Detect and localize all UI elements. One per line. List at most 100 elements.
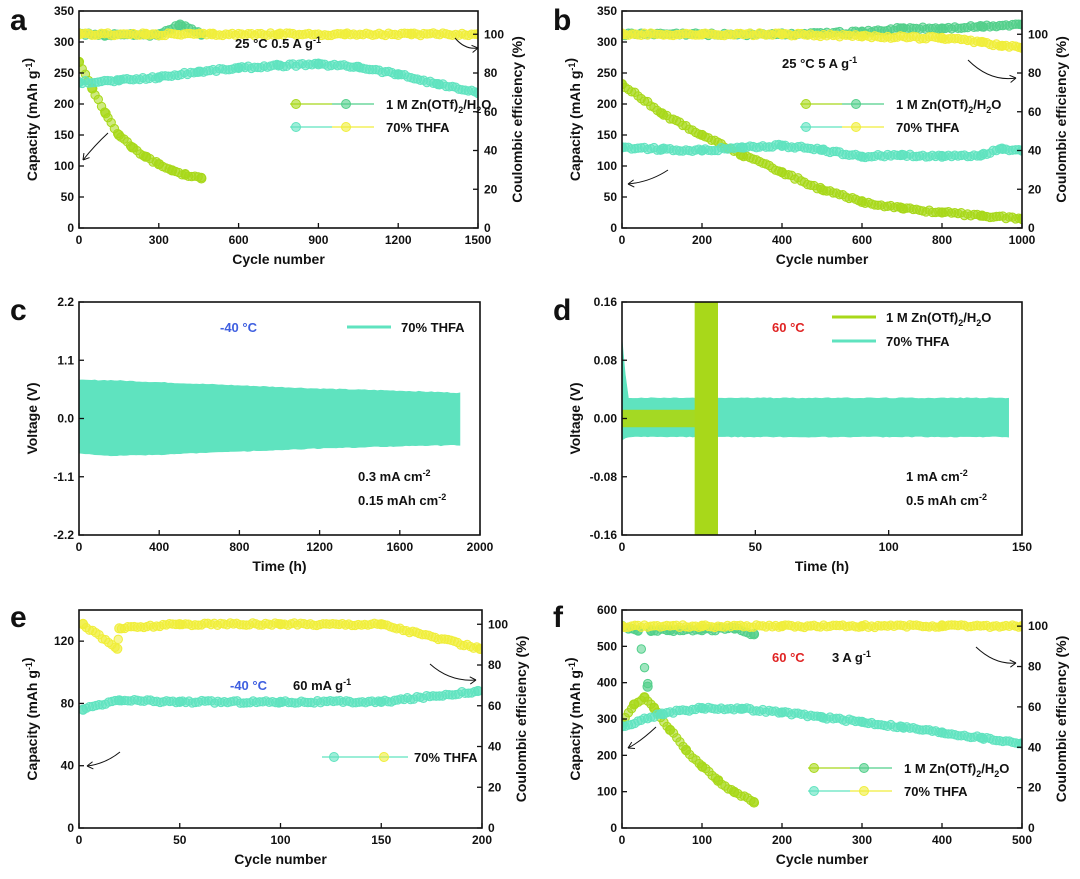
x-tick-label: 200 (772, 833, 792, 847)
data-point (113, 129, 125, 141)
data-point (976, 210, 988, 221)
y-tick-label: 0.0 (57, 412, 74, 426)
current-annotation: 1 mA cm-2 (906, 468, 968, 484)
arrow-left-axis-head (86, 761, 94, 770)
x-axis-label: Time (h) (252, 558, 306, 574)
x-tick-label: 500 (1012, 833, 1032, 847)
data-point (816, 712, 828, 723)
legend-thfa-text: 70% THFA (886, 334, 950, 349)
y-tick-label: 300 (54, 35, 74, 49)
y2-tick-label: 40 (484, 144, 498, 158)
data-point (996, 143, 1008, 154)
data-point (936, 23, 948, 34)
data-point (206, 29, 218, 40)
data-point (628, 699, 640, 710)
data-point (313, 59, 324, 70)
data-layer (622, 620, 1022, 808)
data-point (339, 29, 351, 40)
panel-label: d (553, 294, 571, 327)
data-point (642, 681, 653, 692)
y-tick-label: 0.16 (594, 295, 618, 309)
y2-tick-label: 40 (1028, 144, 1042, 158)
x-tick-label: 0 (619, 233, 626, 247)
x-tick-label: 400 (149, 540, 169, 554)
data-point (736, 703, 748, 714)
x-tick-label: 0 (76, 233, 83, 247)
arrow-right-axis-head (469, 676, 477, 685)
data-point (896, 203, 908, 214)
panel-label: c (10, 294, 27, 327)
arrow-right-axis-head (1009, 74, 1017, 83)
y2-axis-label: Coulombic efficiency (%) (1053, 636, 1069, 802)
temperature-annotation: 60 °C (772, 320, 805, 335)
y-tick-label: 200 (597, 97, 617, 111)
arrow-right-axis (454, 37, 479, 49)
y-tick-label: 200 (597, 748, 617, 762)
panel-label: f (553, 601, 564, 634)
x-tick-label: 800 (932, 233, 952, 247)
x-tick-label: 300 (149, 233, 169, 247)
y-tick-label: 300 (597, 712, 617, 726)
legend-thfa-marker2 (851, 122, 861, 132)
data-layer (622, 302, 1009, 535)
data-point (376, 696, 387, 707)
data-point (233, 62, 244, 74)
legend-thfa-marker (291, 122, 301, 132)
x-tick-label: 200 (692, 233, 712, 247)
x-tick-label: 50 (749, 540, 763, 554)
y2-tick-label: 20 (488, 780, 502, 794)
x-axis-label: Cycle number (776, 251, 869, 267)
x-tick-label: 0 (76, 833, 83, 847)
data-point (180, 169, 191, 180)
panel-label: b (553, 4, 571, 37)
x-tick-label: 2000 (467, 540, 494, 554)
y2-tick-label: 60 (1028, 105, 1042, 119)
panel-b: b0 200 400 600 800 10000501001502002503003500… (553, 4, 1069, 267)
data-point (656, 708, 668, 719)
y2-tick-label: 100 (1028, 619, 1048, 633)
data-point (776, 140, 788, 151)
data-point (393, 69, 404, 80)
data-point (936, 151, 948, 162)
legend-zn-text: 1 M Zn(OTf)2/H2O (896, 97, 1001, 115)
y2-tick-label: 80 (1028, 660, 1042, 674)
arrow-left-axis (627, 169, 669, 185)
data-point (406, 29, 417, 40)
data-point (996, 40, 1008, 51)
y2-tick-label: 100 (1028, 27, 1048, 41)
y-tick-label: 120 (54, 634, 74, 648)
arrow-left-axis (82, 132, 109, 161)
data-point (1016, 738, 1022, 749)
data-point (856, 716, 868, 728)
panel-f: f0 100 200 300 400 50001002003004005006000204… (553, 601, 1069, 867)
y-tick-label: 0 (610, 821, 617, 835)
y-tick-label: 150 (54, 128, 74, 142)
y-tick-label: 600 (597, 603, 617, 617)
data-point (353, 61, 364, 72)
data-point (936, 727, 948, 738)
data-point (153, 72, 164, 83)
x-tick-label: 0 (76, 540, 83, 554)
legend-zn-marker2 (851, 99, 861, 109)
arrow-right-axis (429, 663, 477, 681)
data-point (976, 21, 988, 32)
legend-zn-text: 1 M Zn(OTf)2/H2O (886, 310, 991, 328)
data-point (167, 165, 178, 176)
data-point (275, 696, 286, 707)
data-point (776, 621, 788, 632)
y2-tick-label: 40 (488, 740, 502, 754)
data-point (696, 145, 708, 156)
arrow-right-axis (967, 59, 1017, 80)
data-point (656, 144, 668, 155)
y-tick-label: 350 (54, 4, 74, 18)
x-tick-label: 0 (619, 540, 626, 554)
x-axis-label: Cycle number (234, 851, 327, 867)
condition-annotation: 25 °C 5 A g-1 (782, 55, 857, 71)
y-tick-label: 50 (61, 190, 75, 204)
data-point (273, 29, 284, 40)
data-point (712, 775, 724, 786)
data-point (79, 619, 89, 630)
y-tick-label: 250 (597, 66, 617, 80)
x-tick-label: 1600 (386, 540, 413, 554)
